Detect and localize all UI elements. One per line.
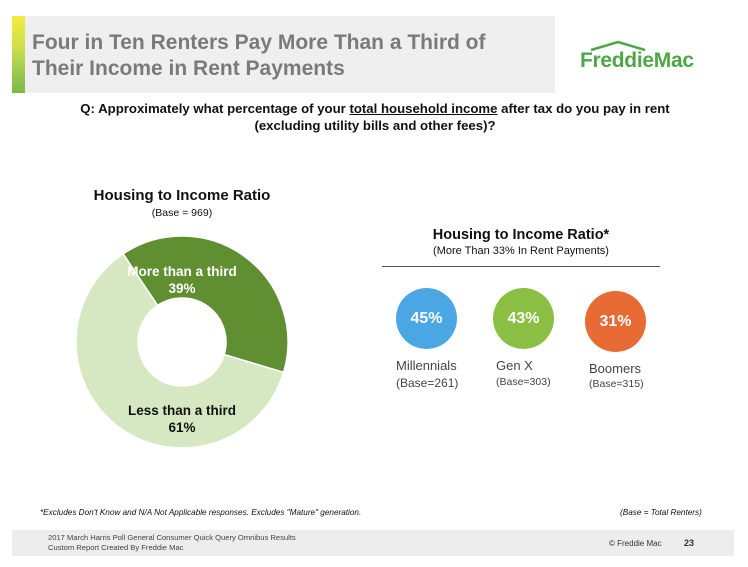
footer-source-line-1: 2017 March Harris Poll General Consumer …: [48, 533, 296, 542]
question-suffix: after tax do you pay in rent (excluding …: [254, 101, 670, 133]
donut-slice-value-0: 39%: [168, 281, 195, 296]
donut-slice-label-1: Less than a third: [128, 403, 236, 418]
footer-bar: 2017 March Harris Poll General Consumer …: [12, 530, 734, 556]
title-divider: [382, 266, 660, 267]
millennials-circle: 45%: [396, 288, 457, 349]
footnote-exclusions: *Excludes Don't Know and N/A Not Applica…: [40, 508, 362, 517]
question-prefix: Q: Approximately what percentage of your: [80, 101, 350, 116]
millennials-base: (Base=261): [396, 376, 459, 390]
donut-slice-1: [75, 252, 285, 449]
question-underlined: total household income: [349, 101, 498, 116]
millennials-label: Millennials: [396, 358, 457, 373]
footer-copyright: © Freddie Mac: [609, 539, 662, 548]
logo-text: FreddieMac: [580, 49, 694, 72]
genx-circle: 43%: [493, 288, 554, 349]
freddie-mac-logo: FreddieMac: [580, 40, 700, 74]
title-accent-bar: [12, 16, 25, 93]
survey-question: Q: Approximately what percentage of your…: [60, 100, 690, 134]
genx-value: 43%: [507, 310, 540, 327]
genx-base: (Base=303): [496, 376, 551, 388]
millennials-value: 45%: [410, 310, 443, 327]
generation-chart-title: Housing to Income Ratio*: [432, 227, 610, 243]
boomers-base: (Base=315): [589, 378, 644, 390]
donut-slice-value-1: 61%: [168, 420, 195, 435]
page-number: 23: [684, 538, 695, 548]
title-line-1: Four in Ten Renters Pay More Than a Thir…: [32, 31, 486, 54]
title-band: [12, 16, 555, 93]
boomers-circle: 31%: [585, 291, 646, 352]
donut-chart-title: Housing to Income Ratio: [93, 187, 271, 204]
page-title: Four in Ten Renters Pay More Than a Thir…: [32, 30, 552, 82]
boomers-label: Boomers: [589, 361, 642, 376]
house-roof-icon: [590, 40, 646, 52]
footnote-base: (Base = Total Renters): [620, 508, 702, 517]
donut-chart-base: (Base = 969): [151, 207, 213, 219]
footer-source: 2017 March Harris Poll General Consumer …: [48, 533, 296, 553]
footer-source-line-2: Custom Report Created By Freddie Mac: [48, 543, 184, 552]
title-line-2: Their Income in Rent Payments: [32, 57, 345, 80]
genx-label: Gen X: [496, 358, 533, 373]
generation-chart-subtitle: (More Than 33% In Rent Payments): [433, 245, 609, 257]
boomers-value: 31%: [599, 313, 632, 330]
donut-slice-label-0: More than a third: [127, 264, 237, 279]
donut-slice-0: [122, 235, 289, 374]
